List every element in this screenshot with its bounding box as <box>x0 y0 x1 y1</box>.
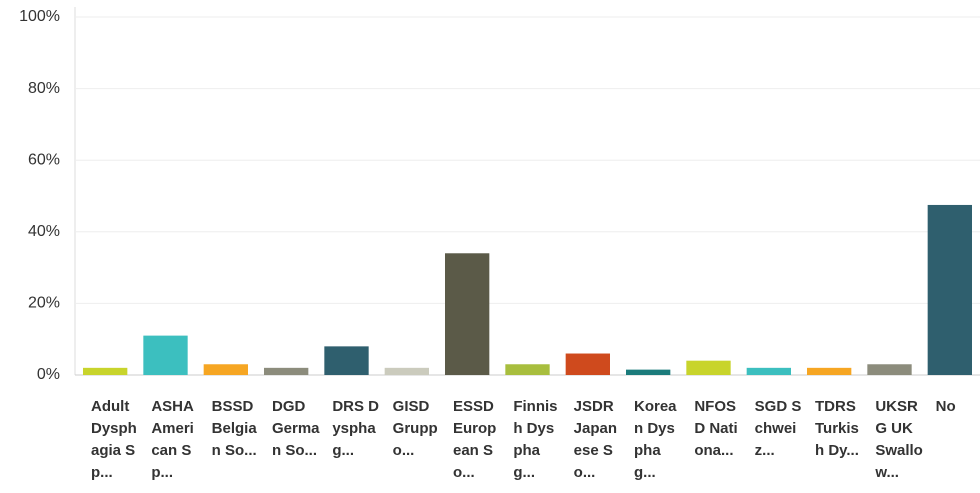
x-tick-label: NFOSD Nationa... <box>694 398 738 459</box>
bar <box>565 353 610 375</box>
bar <box>324 346 369 375</box>
bar <box>867 364 912 375</box>
bar <box>505 364 550 375</box>
bar <box>384 367 429 375</box>
bar <box>203 364 248 375</box>
x-tick-label: GISD Gruppo... <box>392 398 438 459</box>
x-tick-label: Korean Dysphag... <box>634 398 677 481</box>
y-tick-label: 20% <box>28 295 60 312</box>
bar <box>746 367 791 375</box>
bar <box>83 367 128 375</box>
x-tick-label: Finnish Dysphag... <box>513 398 558 481</box>
y-tick-label: 60% <box>28 151 60 168</box>
x-tick-label: DGD German So... <box>272 398 320 459</box>
y-tick-label: 100% <box>19 8 60 25</box>
bar <box>143 335 188 375</box>
x-tick-label: ESSD European So... <box>453 398 497 481</box>
y-tick-label: 40% <box>28 223 60 240</box>
x-tick-label: DRS Dysphag... <box>332 398 379 459</box>
bar <box>807 367 852 375</box>
y-tick-label: 0% <box>37 366 60 383</box>
x-tick-label: SGD Schweiz... <box>754 398 802 459</box>
bar <box>927 204 972 375</box>
x-tick-label: Adult Dysphagia Sp... <box>91 398 137 481</box>
y-tick-label: 80% <box>28 80 60 97</box>
x-tick-label: TDRS Turkish Dy... <box>815 398 859 459</box>
bar <box>264 367 309 375</box>
x-tick-label: UKSRG UK Swallow... <box>875 398 923 481</box>
bar <box>445 253 490 375</box>
x-tick-label: BSSD Belgian So... <box>211 398 257 459</box>
bar <box>686 360 731 375</box>
x-tick-label: JSDR Japanese So... <box>573 398 618 481</box>
x-tick-label: No <box>935 398 956 415</box>
bar <box>626 369 671 375</box>
x-tick-label: ASHA American Sp... <box>151 398 194 481</box>
